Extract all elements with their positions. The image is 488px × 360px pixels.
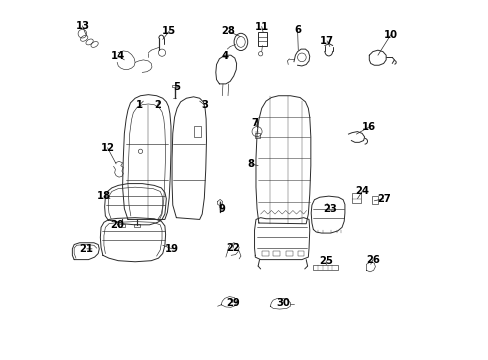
Text: 28: 28 — [221, 26, 235, 36]
Text: 9: 9 — [219, 204, 225, 215]
Text: 25: 25 — [319, 256, 332, 266]
Text: 10: 10 — [383, 30, 397, 40]
Bar — [285, 251, 292, 256]
Text: 15: 15 — [162, 26, 176, 36]
Text: 13: 13 — [75, 21, 89, 31]
Text: 11: 11 — [254, 22, 268, 32]
Text: 23: 23 — [322, 204, 336, 215]
Text: 29: 29 — [225, 298, 240, 308]
Text: 16: 16 — [362, 122, 376, 132]
Text: 20: 20 — [110, 220, 124, 230]
Text: 30: 30 — [276, 298, 289, 308]
Bar — [172, 85, 176, 87]
Bar — [297, 251, 304, 256]
Text: 4: 4 — [221, 51, 228, 61]
Bar — [119, 225, 124, 227]
Text: 14: 14 — [111, 51, 125, 61]
Bar — [261, 251, 268, 256]
Text: 8: 8 — [247, 159, 254, 169]
Bar — [273, 251, 280, 256]
Text: 2: 2 — [154, 100, 161, 110]
Bar — [194, 126, 201, 137]
Text: 3: 3 — [201, 100, 207, 110]
Bar — [371, 197, 378, 204]
Bar — [134, 225, 140, 227]
Bar — [351, 193, 360, 203]
Text: 12: 12 — [101, 143, 114, 153]
Text: 7: 7 — [251, 118, 258, 128]
Text: 22: 22 — [225, 243, 240, 253]
Text: 21: 21 — [80, 244, 94, 254]
Bar — [258, 32, 266, 45]
Text: 6: 6 — [293, 25, 301, 35]
Bar — [313, 265, 337, 270]
Text: 1: 1 — [136, 100, 143, 110]
Text: 5: 5 — [173, 82, 180, 92]
Text: 19: 19 — [165, 244, 179, 254]
Text: 24: 24 — [354, 186, 368, 197]
Bar — [254, 134, 259, 138]
Text: 27: 27 — [376, 194, 390, 204]
Text: 26: 26 — [365, 255, 379, 265]
Text: 17: 17 — [319, 36, 333, 46]
Text: 18: 18 — [97, 191, 111, 201]
